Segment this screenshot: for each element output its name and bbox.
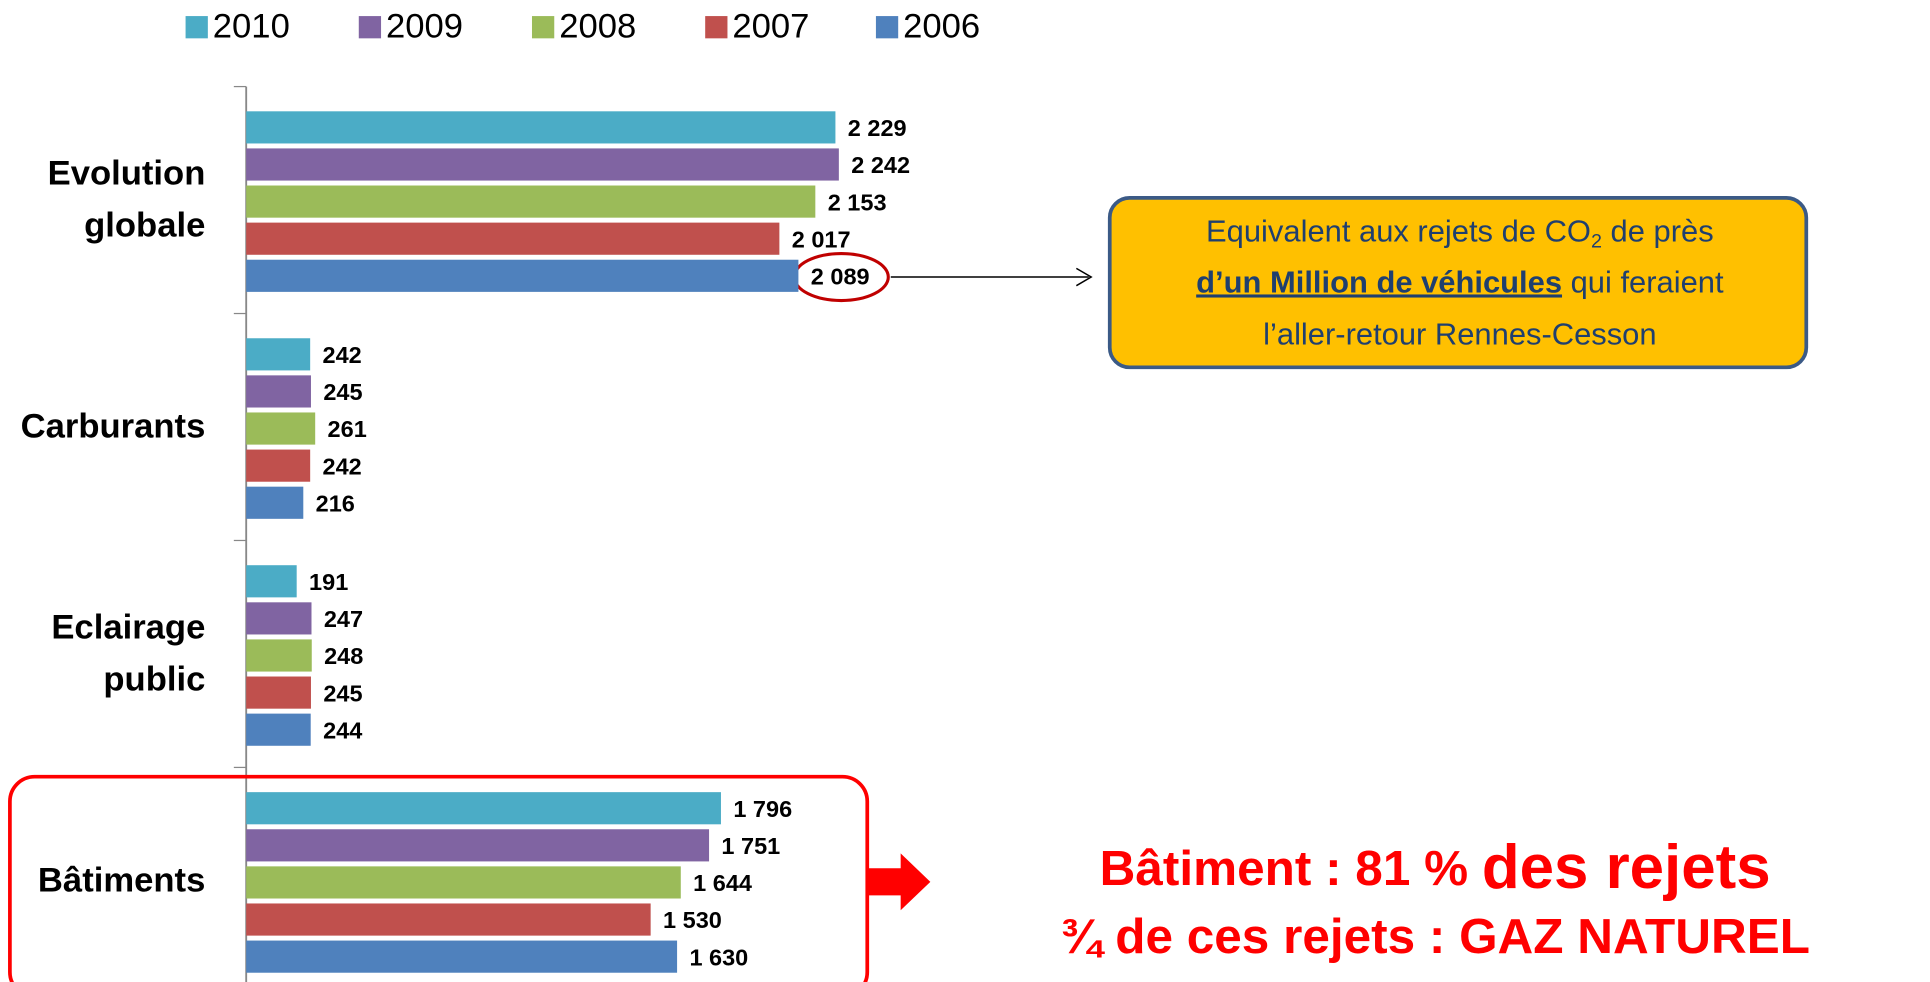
value-label: 2 242 xyxy=(851,152,910,178)
category-label: Carburants xyxy=(21,408,206,446)
bar xyxy=(246,940,678,973)
bar xyxy=(246,185,816,218)
legend-label: 2010 xyxy=(213,8,290,46)
callout-line: d’un Million de véhicules qui feraient xyxy=(1196,265,1724,300)
value-label: 248 xyxy=(324,643,363,669)
bar xyxy=(246,412,316,445)
legend-label: 2006 xyxy=(903,8,980,46)
value-label: 261 xyxy=(328,416,367,442)
bar xyxy=(246,259,799,292)
summary-text: des rejets xyxy=(1482,833,1771,902)
bar xyxy=(246,829,710,862)
value-label: 191 xyxy=(309,569,348,595)
value-label: 1 751 xyxy=(721,833,780,859)
value-label: 1 630 xyxy=(689,944,748,970)
legend-swatch xyxy=(705,16,728,39)
callout-text: l’aller-retour Rennes-Cesson xyxy=(1263,317,1656,352)
legend-swatch xyxy=(358,16,382,39)
bar xyxy=(246,338,311,371)
value-label: 1 530 xyxy=(663,907,722,933)
value-label: 245 xyxy=(323,680,362,706)
bar xyxy=(246,486,304,519)
value-label: 1 644 xyxy=(693,870,752,896)
summary: Bâtiment : 81 % des rejets xyxy=(1100,833,1771,902)
callout-text: qui feraient xyxy=(1562,265,1724,300)
bar xyxy=(246,449,311,482)
bar xyxy=(246,676,311,709)
highlight-box xyxy=(8,774,870,982)
category-label: Eclairage public xyxy=(51,609,205,699)
bar xyxy=(246,866,681,899)
value-label: 2 229 xyxy=(848,115,907,141)
bar xyxy=(246,792,721,825)
bar xyxy=(246,375,311,408)
callout-line: Equivalent aux rejets de CO2 de près xyxy=(1206,214,1714,253)
callout-text: Equivalent aux rejets de CO xyxy=(1206,214,1591,249)
bar xyxy=(246,222,780,255)
bar xyxy=(246,111,836,144)
value-label: 1 796 xyxy=(733,796,792,822)
summary-text: Bâtiment : 81 % xyxy=(1100,841,1482,896)
bar xyxy=(246,639,312,672)
legend-swatch xyxy=(185,16,208,39)
value-label: 2 017 xyxy=(792,226,851,252)
arrow xyxy=(868,853,931,911)
value-label: 247 xyxy=(324,606,363,632)
value-label: 216 xyxy=(316,490,355,516)
category-word: globale xyxy=(84,207,205,245)
bar xyxy=(246,602,312,635)
category-word: Eclairage xyxy=(51,609,205,647)
connector-head xyxy=(1075,267,1093,287)
value-label: 2 089 xyxy=(811,263,870,289)
category-word: public xyxy=(103,661,205,699)
legend-label: 2008 xyxy=(559,8,636,46)
value-label: 245 xyxy=(323,379,362,405)
callout-bold: d’un Million de véhicules xyxy=(1196,265,1562,300)
callout-box xyxy=(1107,196,1809,370)
value-label: 244 xyxy=(323,717,362,743)
category-label: Bâtiments xyxy=(38,862,205,900)
value-label: 242 xyxy=(323,342,362,368)
bar xyxy=(246,713,311,746)
summary-text: ¾ de ces rejets : GAZ NATUREL xyxy=(1060,909,1810,964)
category-word: Bâtiments xyxy=(38,862,205,900)
category-word: Evolution xyxy=(48,155,206,193)
legend-swatch xyxy=(531,16,555,39)
callout-sub: 2 xyxy=(1591,231,1602,253)
legend-label: 2007 xyxy=(732,8,809,46)
category-label: Evolution globale xyxy=(48,155,206,245)
value-label: 2 153 xyxy=(828,189,887,215)
bar xyxy=(246,148,839,181)
value-label: 242 xyxy=(323,453,362,479)
callout-text: de près xyxy=(1602,214,1714,249)
category-word: Carburants xyxy=(21,408,206,446)
bar xyxy=(246,565,297,598)
bar xyxy=(246,903,651,936)
legend-swatch xyxy=(875,16,899,39)
legend-label: 2009 xyxy=(386,8,463,46)
